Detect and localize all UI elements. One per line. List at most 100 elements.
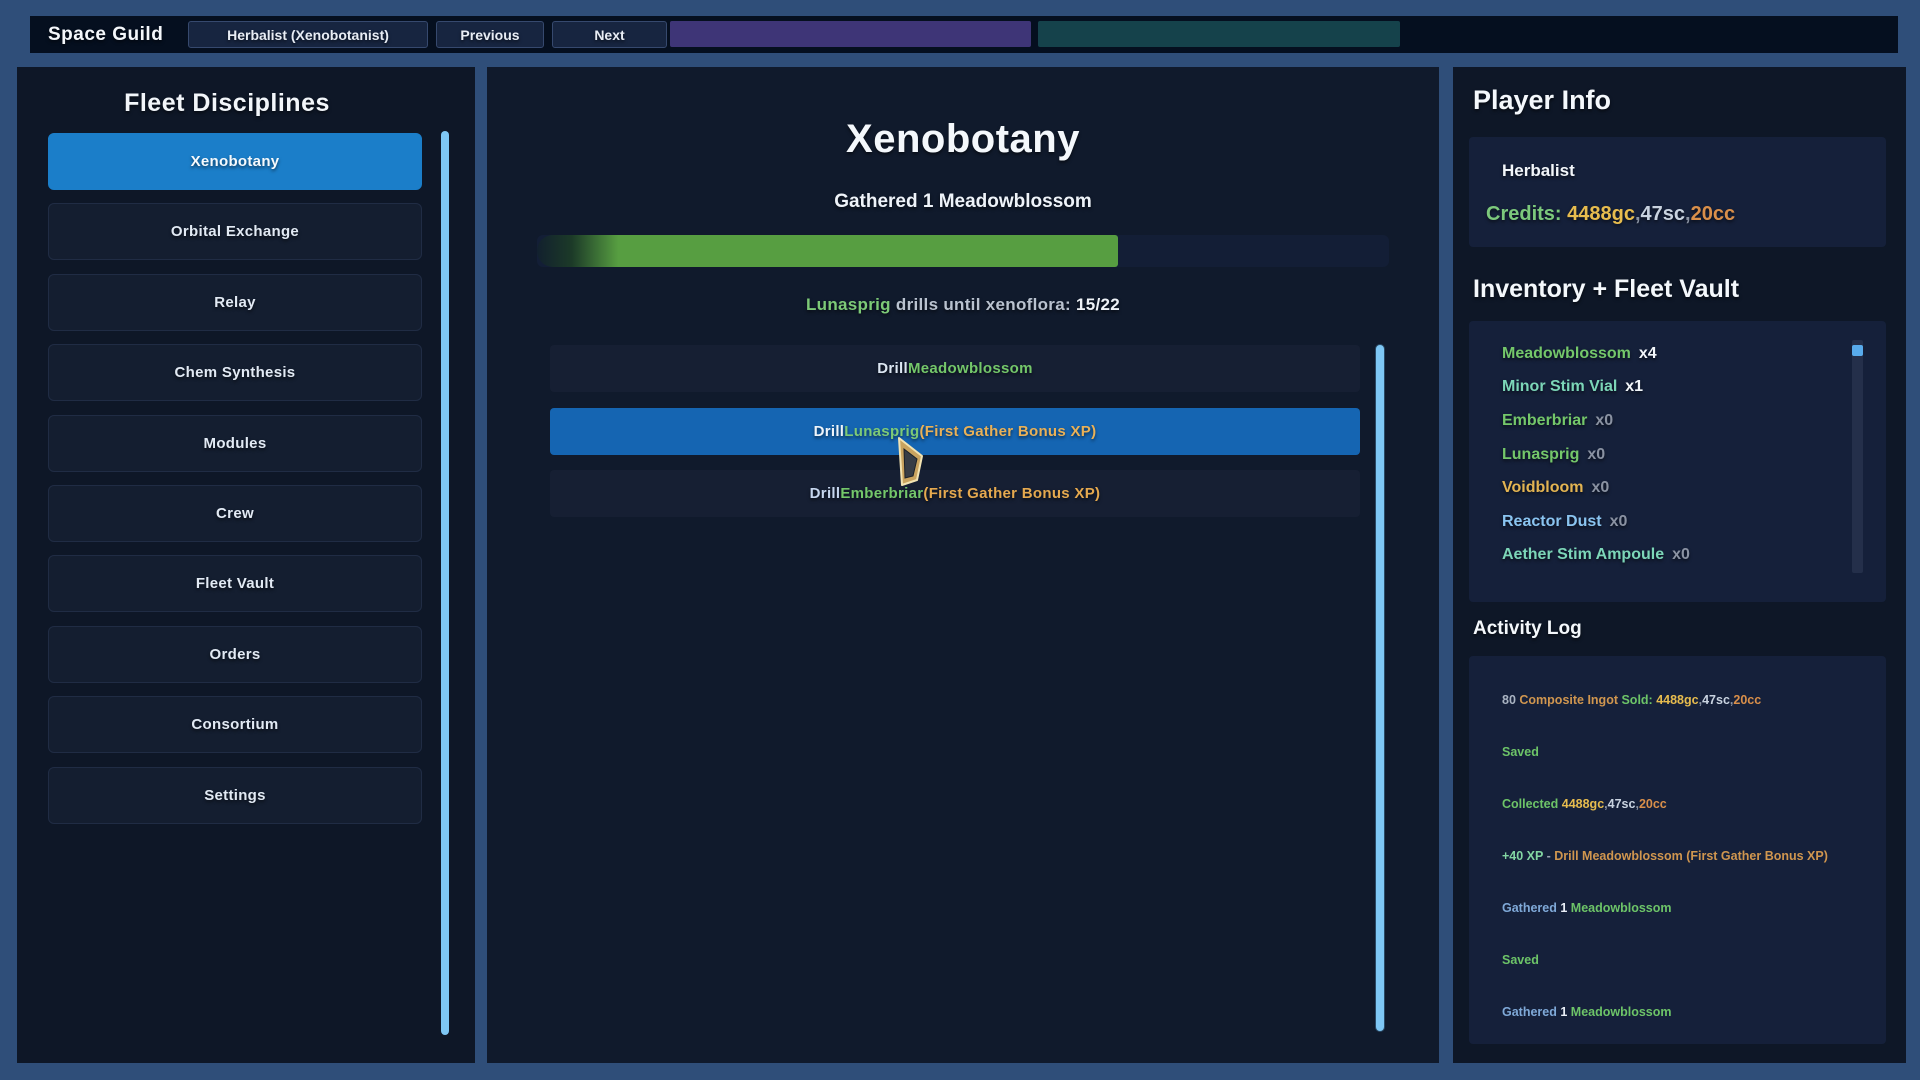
log-part: , bbox=[1635, 797, 1639, 811]
credits-part: , bbox=[1685, 203, 1691, 225]
item-name: Minor Stim Vial bbox=[1502, 378, 1618, 396]
app-title: Space Guild bbox=[48, 24, 164, 45]
item-name: Lunasprig bbox=[1502, 445, 1580, 463]
fleet-disciplines-panel: Fleet Disciplines Xenobotany Orbital Exc… bbox=[17, 67, 475, 1063]
item-name: Aether Stim Ampoule bbox=[1502, 546, 1665, 564]
sidebar-item-crew[interactable]: Crew bbox=[48, 484, 422, 542]
credits-line: Credits: 4488gc,47sc,20cc bbox=[1486, 203, 1735, 226]
log-part: Saved bbox=[1502, 745, 1539, 759]
top-bar: Space Guild Herbalist (Xenobotanist) Pre… bbox=[30, 16, 1898, 53]
log-entry: Saved bbox=[1502, 726, 1828, 778]
item-quantity: x0 bbox=[1595, 411, 1614, 429]
activity-log-list: 80 Composite Ingot Sold: 4488gc,47sc,20c… bbox=[1502, 674, 1828, 1038]
progress-label-part: 15/22 bbox=[1075, 295, 1120, 314]
action-text: Drill bbox=[809, 485, 841, 502]
log-part: 47sc bbox=[1607, 797, 1636, 811]
player-class-name: Herbalist bbox=[1502, 161, 1575, 180]
inventory-item: Meadowblossom x4 bbox=[1502, 337, 1690, 371]
inventory-scrollbar-track[interactable] bbox=[1852, 340, 1863, 573]
gather-status-text: Gathered 1 Meadowblossom bbox=[834, 191, 1092, 212]
sidebar-item-relay[interactable]: Relay bbox=[48, 273, 422, 331]
credits-part: 47sc bbox=[1640, 203, 1686, 225]
log-entry: 80 Composite Ingot Sold: 4488gc,47sc,20c… bbox=[1502, 674, 1828, 726]
sidebar-item-consortium[interactable]: Consortium bbox=[48, 696, 422, 754]
inventory-heading: Inventory + Fleet Vault bbox=[1473, 275, 1740, 303]
log-part: Gathered bbox=[1502, 1005, 1561, 1019]
action-text: Drill bbox=[813, 422, 845, 440]
inventory-item: Emberbriar x0 bbox=[1502, 404, 1690, 438]
inventory-item: Minor Stim Vial x1 bbox=[1502, 371, 1690, 405]
gather-progress-fill bbox=[537, 235, 1119, 267]
credits-part: 4488gc bbox=[1561, 203, 1635, 225]
previous-button[interactable]: Previous bbox=[436, 21, 544, 48]
inventory-item: Reactor Dust x0 bbox=[1502, 505, 1690, 539]
log-entry: Gathered 1 Meadowblossom bbox=[1502, 986, 1828, 1038]
log-part: 1 bbox=[1560, 901, 1571, 915]
log-part: 4488gc bbox=[1656, 693, 1699, 707]
credits-part: , bbox=[1634, 203, 1641, 225]
item-quantity: x0 bbox=[1587, 445, 1606, 463]
drill-lunasprig-button[interactable]: Drill Lunasprig (First Gather Bonus XP) bbox=[550, 407, 1360, 455]
progress-label-part: Lunasprig bbox=[806, 295, 891, 314]
discipline-list: Xenobotany Orbital Exchange Relay Chem S… bbox=[48, 133, 422, 824]
fleet-disciplines-title: Fleet Disciplines bbox=[124, 89, 330, 117]
log-entry: +40 XP - Drill Meadowblossom (First Gath… bbox=[1502, 830, 1828, 882]
content-scrollbar[interactable] bbox=[1375, 344, 1385, 1032]
action-text: (First Gather Bonus XP) bbox=[923, 485, 1101, 502]
log-part: Meadowblossom bbox=[1570, 1005, 1672, 1019]
gather-progress-track bbox=[537, 235, 1389, 267]
log-part: Collected bbox=[1502, 797, 1562, 811]
inventory-card: Meadowblossom x4 Minor Stim Vial x1 Emberb… bbox=[1469, 321, 1886, 602]
log-part: Meadowblossom bbox=[1570, 901, 1672, 915]
action-text: Drill bbox=[877, 360, 908, 377]
sidebar-item-fleet-vault[interactable]: Fleet Vault bbox=[48, 555, 422, 613]
item-quantity: x0 bbox=[1609, 512, 1628, 530]
log-entry: Collected 4488gc,47sc,20cc bbox=[1502, 778, 1828, 830]
drill-meadowblossom-button[interactable]: Drill Meadowblossom bbox=[550, 345, 1360, 392]
log-part: 4488gc bbox=[1561, 797, 1605, 811]
credits-part: Credits: bbox=[1486, 203, 1562, 225]
xenobotany-panel: Xenobotany Gathered 1 Meadowblossom Luna… bbox=[487, 67, 1439, 1063]
log-entry: Saved bbox=[1502, 934, 1828, 986]
sidebar-item-chem-synthesis[interactable]: Chem Synthesis bbox=[48, 344, 422, 402]
activity-log-heading: Activity Log bbox=[1473, 618, 1582, 639]
sidebar-item-orbital-exchange[interactable]: Orbital Exchange bbox=[48, 203, 422, 261]
page-title: Xenobotany bbox=[846, 117, 1080, 161]
log-part: 20cc bbox=[1733, 693, 1762, 707]
sidebar-item-xenobotany[interactable]: Xenobotany bbox=[48, 133, 422, 190]
log-part: Drill Meadowblossom (First Gather Bonus … bbox=[1554, 849, 1828, 863]
sidebar-item-orders[interactable]: Orders bbox=[48, 625, 422, 683]
sidebar-item-settings[interactable]: Settings bbox=[48, 766, 422, 824]
action-text: Meadowblossom bbox=[907, 360, 1033, 377]
action-text: Lunasprig bbox=[844, 422, 920, 440]
sidebar-item-modules[interactable]: Modules bbox=[48, 414, 422, 472]
class-selector-button[interactable]: Herbalist (Xenobotanist) bbox=[188, 21, 428, 48]
log-part: - bbox=[1543, 849, 1555, 863]
item-quantity: x4 bbox=[1638, 344, 1657, 362]
inventory-item: Lunasprig x0 bbox=[1502, 438, 1690, 472]
sidebar-scrollbar[interactable] bbox=[441, 131, 449, 1035]
action-text: Emberbriar bbox=[840, 485, 924, 502]
item-name: Voidbloom bbox=[1502, 479, 1584, 497]
inventory-scrollbar-thumb[interactable] bbox=[1852, 345, 1863, 356]
log-part: Saved bbox=[1502, 953, 1539, 967]
drill-emberbriar-button[interactable]: Drill Emberbriar (First Gather Bonus XP) bbox=[550, 470, 1360, 517]
log-part: , bbox=[1698, 693, 1703, 707]
log-part: +40 XP bbox=[1502, 849, 1544, 863]
log-part: 20cc bbox=[1638, 797, 1667, 811]
log-part: , bbox=[1604, 797, 1608, 811]
log-part: Gathered bbox=[1502, 901, 1561, 915]
item-name: Meadowblossom bbox=[1502, 344, 1631, 362]
progress-label-part: drills until xenoflora: bbox=[890, 295, 1076, 314]
next-button[interactable]: Next bbox=[552, 21, 667, 48]
log-part: 1 bbox=[1560, 1005, 1571, 1019]
player-info-panel: Player Info Herbalist Credits: 4488gc,47… bbox=[1453, 67, 1906, 1063]
item-name: Emberbriar bbox=[1502, 411, 1588, 429]
activity-log-card: 80 Composite Ingot Sold: 4488gc,47sc,20c… bbox=[1469, 656, 1886, 1044]
player-info-heading: Player Info bbox=[1473, 85, 1612, 115]
log-part: 47sc bbox=[1702, 693, 1730, 707]
progress-label: Lunasprig drills until xenoflora: 15/22 bbox=[487, 295, 1439, 315]
item-quantity: x1 bbox=[1625, 378, 1644, 396]
log-part: Sold: bbox=[1618, 693, 1657, 707]
